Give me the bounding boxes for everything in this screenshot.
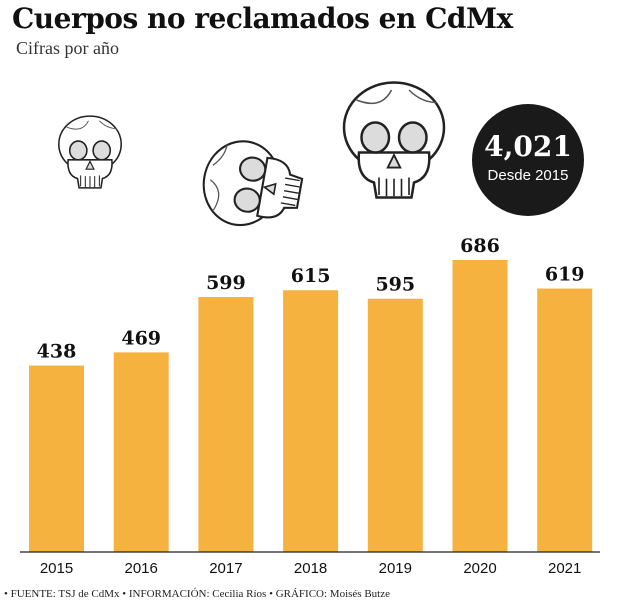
total-badge: 4,021 Desde 2015 [472,104,584,216]
tick-label-2015: 2015 [40,560,73,577]
value-labels: 438 469 599 615 595 686 619 [37,235,585,363]
bar-2015 [29,365,84,552]
bar-2017 [198,297,254,552]
tick-label-2020: 2020 [463,560,496,577]
bar-2016 [113,352,169,552]
total-badge-value: 4,021 [484,130,572,163]
tick-label-2017: 2017 [209,560,242,577]
tick-label-2021: 2021 [548,560,581,577]
value-label-2016: 469 [121,327,161,349]
value-label-2020: 686 [460,235,500,257]
skull-large [342,81,446,199]
bars [29,260,593,552]
x-tick-labels: 2015 2016 2017 2018 2019 2020 2021 [40,560,582,577]
value-label-2018: 615 [291,265,331,287]
value-label-2019: 595 [375,274,415,296]
tick-label-2016: 2016 [125,560,158,577]
skull-small [58,115,122,189]
bar-2018 [283,290,339,552]
tick-label-2019: 2019 [379,560,412,577]
source-credit: • FUENTE: TSJ de CdMx • INFORMACIÓN: Cec… [4,588,390,600]
total-badge-label: Desde 2015 [487,167,569,184]
skull-illustration [58,81,446,236]
bar-2021 [537,288,593,552]
value-label-2017: 599 [206,272,246,294]
bar-2020 [452,260,508,552]
chart-title: Cuerpos no reclamados en CdMx [12,2,513,35]
value-label-2021: 619 [545,264,585,286]
bar-2019 [367,298,423,552]
skull-tilted [196,134,308,236]
tick-label-2018: 2018 [294,560,327,577]
chart-subtitle: Cifras por año [16,38,119,58]
value-label-2015: 438 [37,341,77,363]
